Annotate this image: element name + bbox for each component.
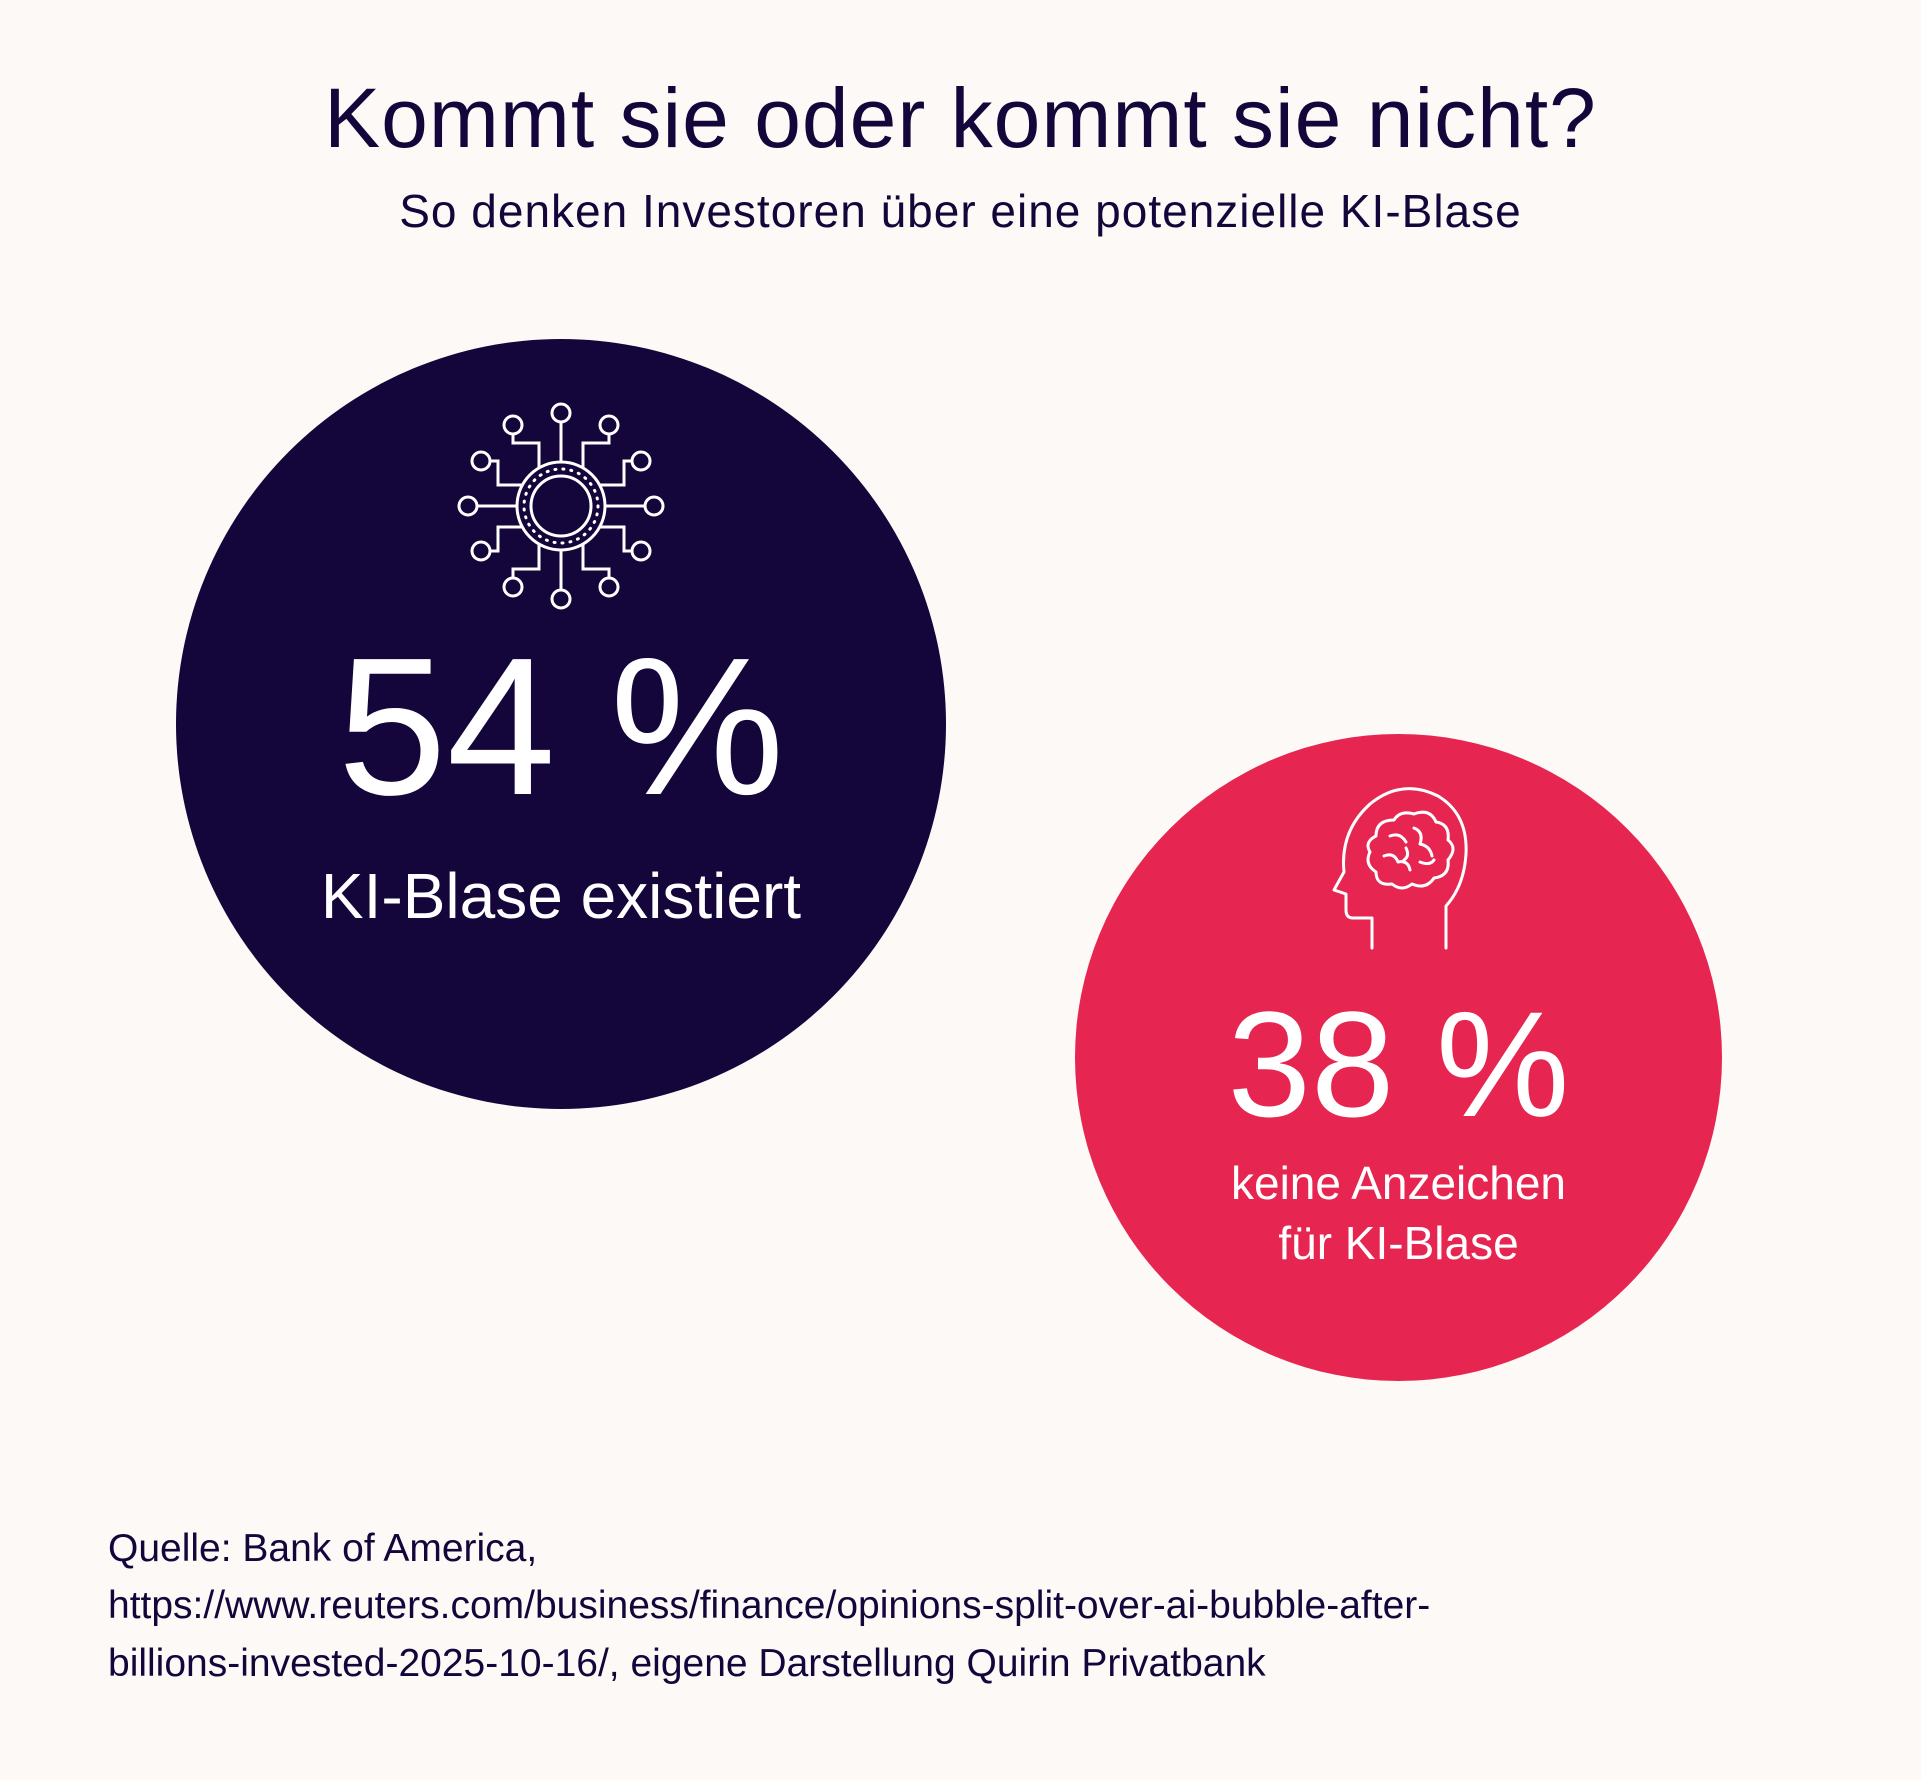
ai-chip-icon	[457, 402, 665, 610]
source-line-2: https://www.reuters.com/business/finance…	[108, 1584, 1431, 1628]
value-label: 54 %	[337, 617, 785, 836]
category-label: KI-Blase existiert	[320, 860, 802, 932]
bubble-ki-blase-existiert: 54 % KI-Blase existiert	[176, 339, 946, 1109]
source-line-3: billions-invested-2025-10-16/, eigene Da…	[108, 1641, 1266, 1685]
category-label-line-1: keine Anzeichen	[1230, 1157, 1567, 1209]
source-line-1: Quelle: Bank of America,	[108, 1527, 538, 1570]
value-label: 38 %	[1227, 980, 1570, 1148]
category-label: keine Anzeichen für KI-Blase	[1075, 1154, 1722, 1274]
source-note: Quelle: Bank of America, https://www.reu…	[108, 1520, 1828, 1692]
chart-title: Kommt sie oder kommt sie nicht?	[324, 71, 1597, 165]
category-label-line-2: für KI-Blase	[1278, 1216, 1519, 1269]
chart-subtitle: So denken Investoren über eine potenziel…	[399, 185, 1522, 237]
brain-head-icon	[1332, 787, 1468, 950]
bubble-keine-anzeichen: 38 % keine Anzeichen für KI-Blase	[1075, 734, 1722, 1381]
